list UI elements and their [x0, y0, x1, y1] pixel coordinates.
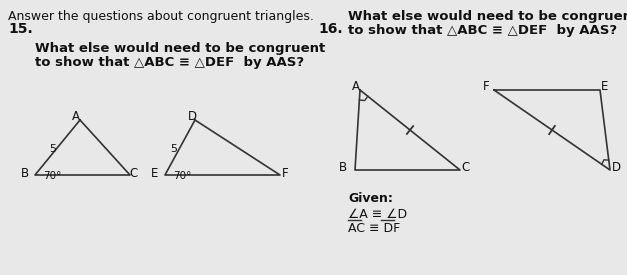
Text: 5: 5: [171, 144, 177, 154]
Text: Given:: Given:: [348, 192, 393, 205]
Text: D: D: [187, 110, 196, 123]
Text: 70°: 70°: [43, 171, 61, 181]
Text: AC ≡ DF: AC ≡ DF: [348, 222, 400, 235]
Text: E: E: [151, 167, 159, 180]
Text: 70°: 70°: [173, 171, 191, 181]
Text: to show that △ABC ≡ △DEF  by AAS?: to show that △ABC ≡ △DEF by AAS?: [348, 24, 617, 37]
Text: 15.: 15.: [8, 22, 33, 36]
Text: to show that △ABC ≡ △DEF  by AAS?: to show that △ABC ≡ △DEF by AAS?: [35, 56, 304, 69]
Text: ∠A ≡ ∠D: ∠A ≡ ∠D: [348, 208, 407, 221]
Text: F: F: [483, 80, 489, 93]
Text: C: C: [461, 161, 469, 174]
Text: B: B: [21, 167, 29, 180]
Text: 16.: 16.: [318, 22, 342, 36]
Text: 5: 5: [50, 144, 56, 154]
Text: B: B: [339, 161, 347, 174]
Text: What else would need to be congruent: What else would need to be congruent: [35, 42, 325, 55]
Text: D: D: [611, 161, 621, 174]
Text: E: E: [601, 80, 609, 93]
Text: A: A: [72, 110, 80, 123]
Text: A: A: [352, 80, 360, 93]
Text: What else would need to be congruent: What else would need to be congruent: [348, 10, 627, 23]
Text: C: C: [130, 167, 138, 180]
Text: F: F: [282, 167, 288, 180]
Text: Answer the questions about congruent triangles.: Answer the questions about congruent tri…: [8, 10, 314, 23]
